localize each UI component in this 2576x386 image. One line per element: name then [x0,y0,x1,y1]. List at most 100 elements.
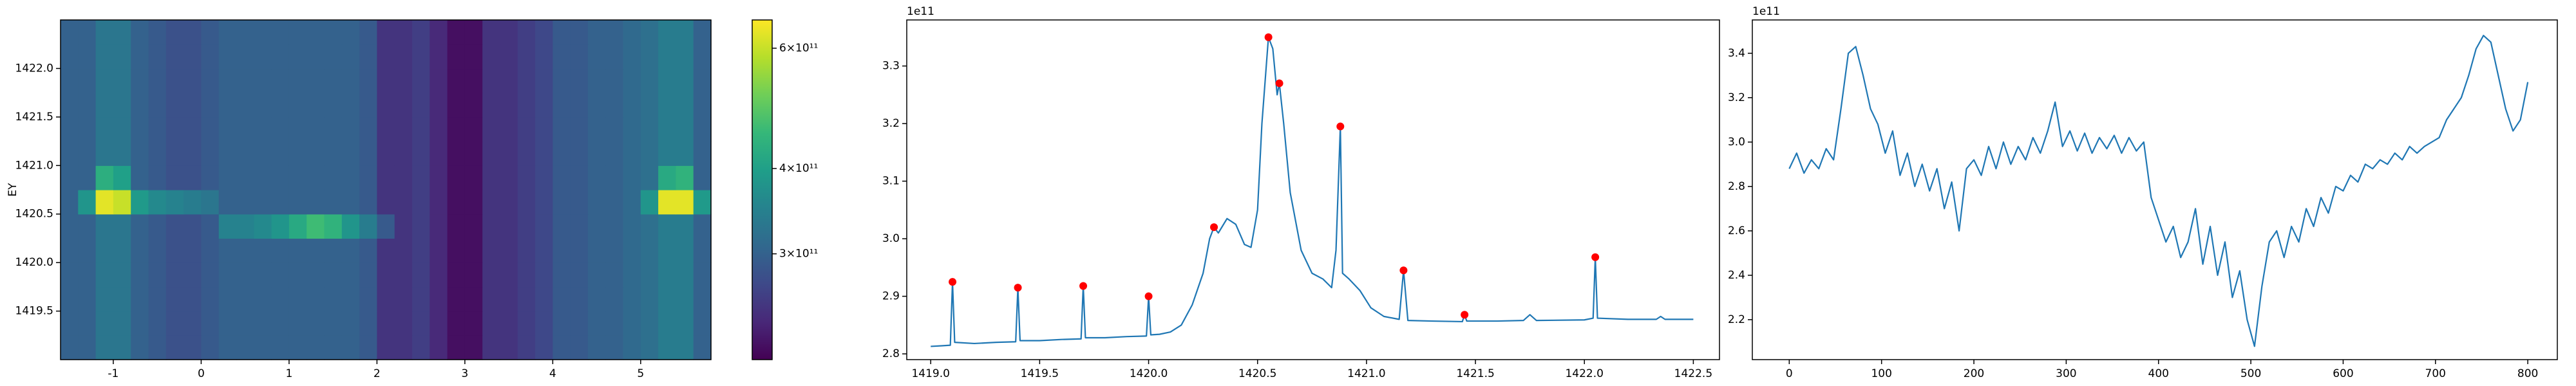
heat-cell [535,335,553,360]
heat-cell [78,20,97,45]
heat-cell [464,214,483,239]
heat-cell [587,286,606,312]
y-tick-label: 3.2 [882,117,900,130]
heat-cell [324,93,343,118]
heat-cell [553,262,571,288]
heat-cell [271,93,290,118]
heat-cell [640,262,659,288]
heat-cell [236,335,254,360]
heat-cell [447,238,466,263]
heat-cell [61,165,79,190]
x-tick-label: 1419.0 [911,367,949,380]
heat-cell [535,44,553,69]
heat-cell [482,165,501,190]
heat-cell [271,190,290,215]
heat-cell [78,214,97,239]
heat-cell [307,93,325,118]
heat-cell [553,68,571,93]
heat-cell [341,214,360,239]
heat-cell [640,335,659,360]
heat-cell [640,311,659,336]
heat-cell [271,286,290,312]
heat-cell [218,335,237,360]
heat-cell [658,335,677,360]
y-tick-label: 1421.0 [15,159,53,172]
heat-cell [430,311,448,336]
heat-cell [447,141,466,166]
heat-cell [201,238,220,263]
heat-cell [430,286,448,312]
heat-cell [61,286,79,312]
heat-cell [447,286,466,312]
y-tick-label: 2.8 [1728,180,1745,193]
heat-cell [377,262,395,288]
heat-cell [605,165,624,190]
heat-cell [184,165,202,190]
y-tick-label: 1420.0 [15,256,53,269]
heat-cell [271,238,290,263]
heat-cell [430,68,448,93]
peak-marker [1144,292,1153,300]
x-tick-label: 200 [1964,367,1984,380]
heat-cell [693,165,712,190]
heat-cell [693,311,712,336]
heat-cell [201,68,220,93]
heat-cell [377,238,395,263]
heat-cell [78,44,97,69]
heat-cell [61,262,79,288]
heat-cell [693,238,712,263]
heat-cell [412,214,430,239]
heat-cell [676,141,694,166]
x-tick-label: 0 [198,367,205,380]
heat-cell [148,20,167,45]
heat-cell [359,165,377,190]
heat-cell [184,311,202,336]
heat-cell [605,262,624,288]
heat-cell [166,68,184,93]
heat-cell [166,141,184,166]
heat-cell [553,190,571,215]
heat-cell [61,20,79,45]
heat-cell [430,214,448,239]
heat-cell [218,311,237,336]
heat-cell [307,20,325,45]
heat-cell [289,214,307,239]
heat-cell [535,68,553,93]
heat-cell [148,190,167,215]
heat-cell [359,44,377,69]
heat-cell [78,116,97,142]
heat-cell [535,238,553,263]
heat-cell [605,93,624,118]
peak-marker [1591,253,1600,261]
heat-cell [166,238,184,263]
heat-cell [95,262,114,288]
heat-cell [377,311,395,336]
heat-cell [535,311,553,336]
heat-cell [412,93,430,118]
heat-cell [289,311,307,336]
heat-cell [570,44,589,69]
heat-cell [605,335,624,360]
heat-cell [482,262,501,288]
heat-cell [131,44,149,69]
y-tick-label: 3.1 [882,175,900,188]
heat-cell [623,93,641,118]
heat-cell [184,286,202,312]
heat-cell [658,165,677,190]
heat-cell [535,93,553,118]
heat-cell [113,262,131,288]
heat-cell [218,20,237,45]
heat-cell [95,141,114,166]
heat-cell [307,116,325,142]
heat-cell [553,116,571,142]
heat-cell [307,44,325,69]
heat-cell [394,141,413,166]
heat-cell [307,68,325,93]
heat-cell [78,286,97,312]
heat-cell [640,68,659,93]
heat-cell [447,190,466,215]
x-tick-label: 1419.5 [1021,367,1059,380]
heat-cell [289,44,307,69]
heat-cell [570,335,589,360]
heat-cell [447,44,466,69]
